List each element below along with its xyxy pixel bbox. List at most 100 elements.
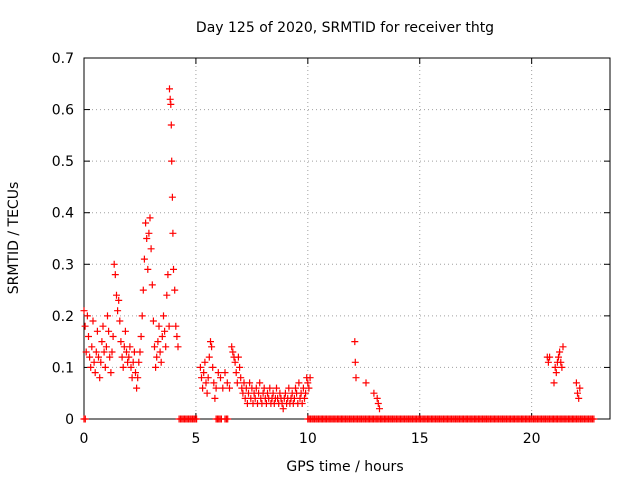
- data-point: [226, 384, 233, 392]
- data-point: [132, 369, 139, 377]
- data-point: [362, 379, 370, 387]
- data-point: [552, 369, 560, 377]
- data-point: [118, 353, 126, 361]
- data-point: [101, 363, 109, 371]
- data-point: [557, 358, 565, 366]
- x-tick-label: 5: [191, 431, 200, 447]
- data-point: [108, 348, 116, 356]
- y-tick-label: 0.1: [52, 360, 74, 376]
- data-point: [113, 291, 120, 299]
- data-point: [252, 384, 260, 392]
- data-point: [556, 348, 564, 356]
- data-point: [214, 369, 222, 377]
- data-point: [127, 363, 135, 371]
- data-point: [231, 358, 239, 366]
- data-point: [544, 358, 552, 366]
- y-tick-label: 0.7: [52, 51, 74, 67]
- x-tick-label: 15: [411, 431, 429, 447]
- data-point: [237, 374, 245, 382]
- data-point: [117, 338, 125, 346]
- data-point: [228, 343, 236, 351]
- x-tick-label: 10: [299, 431, 317, 447]
- data-point: [80, 307, 88, 315]
- data-point: [306, 374, 314, 382]
- data-point: [269, 389, 277, 397]
- data-point: [200, 369, 208, 377]
- data-point: [193, 415, 201, 423]
- data-point: [196, 363, 204, 371]
- data-point: [273, 384, 280, 392]
- data-point: [111, 271, 119, 279]
- data-point: [205, 353, 213, 361]
- data-point: [210, 379, 218, 387]
- data-point: [202, 379, 210, 387]
- data-point: [87, 363, 95, 371]
- y-axis-label: SRMTID / TECUs: [6, 182, 22, 295]
- data-point: [304, 379, 312, 387]
- data-point: [229, 348, 237, 356]
- data-point: [92, 348, 100, 356]
- data-point: [555, 353, 562, 361]
- data-point: [201, 358, 209, 366]
- data-point: [142, 219, 150, 227]
- data-point: [86, 353, 94, 361]
- data-point: [221, 369, 229, 377]
- data-point: [352, 374, 360, 382]
- data-point: [174, 343, 182, 351]
- data-point: [574, 389, 581, 397]
- data-point: [126, 343, 134, 351]
- data-point: [170, 265, 177, 273]
- data-point: [107, 369, 115, 377]
- data-point: [143, 235, 151, 242]
- grid-lines: [84, 58, 610, 419]
- data-point: [93, 327, 101, 335]
- data-point: [167, 100, 175, 108]
- data-point: [590, 415, 598, 423]
- data-point: [370, 389, 378, 397]
- data-point: [169, 229, 177, 237]
- data-point: [219, 384, 227, 392]
- y-tick-label: 0.5: [52, 154, 74, 170]
- data-point: [204, 374, 212, 382]
- data-point: [295, 379, 303, 387]
- data-point: [133, 384, 141, 392]
- data-point: [158, 333, 166, 340]
- data-point: [121, 327, 129, 335]
- data-point: [110, 260, 118, 268]
- data-point: [140, 255, 148, 263]
- data-point: [136, 348, 144, 356]
- data-point: [147, 245, 155, 253]
- data-point: [161, 327, 169, 335]
- data-points: [80, 85, 598, 423]
- data-point: [135, 358, 143, 366]
- data-point: [305, 384, 313, 392]
- data-point: [165, 322, 173, 330]
- data-point: [211, 394, 219, 402]
- data-point: [199, 384, 207, 392]
- data-point: [146, 214, 154, 222]
- data-point: [82, 348, 90, 356]
- data-point: [106, 353, 114, 361]
- data-point: [116, 317, 124, 325]
- y-tick-label: 0: [65, 412, 74, 428]
- data-point: [125, 353, 133, 361]
- data-point: [168, 193, 176, 201]
- data-point: [217, 374, 224, 382]
- data-point: [559, 343, 567, 351]
- data-point: [209, 363, 217, 371]
- data-point: [164, 271, 172, 279]
- data-point: [223, 379, 231, 387]
- data-point: [154, 338, 162, 346]
- data-point: [551, 363, 559, 371]
- data-point: [115, 296, 123, 304]
- data-point: [203, 389, 211, 397]
- data-point: [302, 389, 310, 397]
- data-point: [149, 317, 157, 325]
- y-tick-label: 0.6: [52, 103, 74, 119]
- data-point: [236, 363, 244, 371]
- data-point: [85, 333, 92, 340]
- data-point: [119, 363, 127, 371]
- data-point: [166, 85, 173, 93]
- data-point: [558, 363, 566, 371]
